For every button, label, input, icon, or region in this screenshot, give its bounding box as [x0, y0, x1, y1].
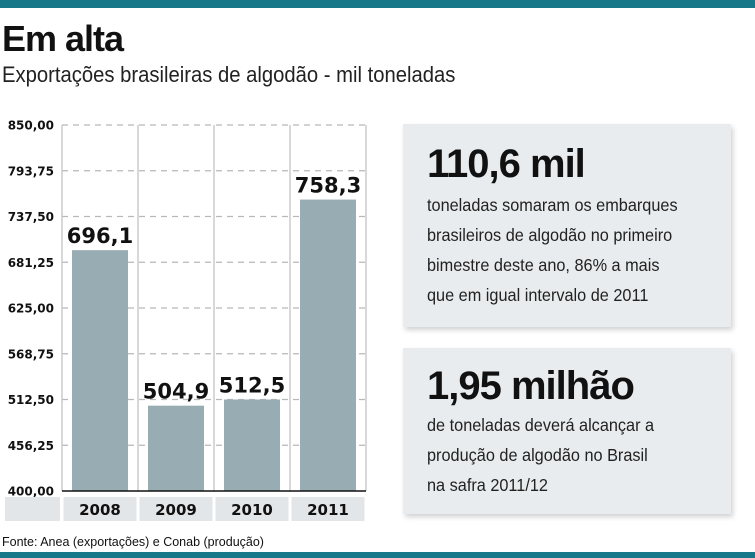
- stat-description: toneladas somaram os embarques brasileir…: [427, 195, 678, 305]
- x-tick-label: 2011: [307, 501, 349, 519]
- y-tick-label: 737,50: [8, 210, 54, 224]
- x-label-band: [139, 497, 213, 521]
- data-label: 696,1: [67, 224, 133, 248]
- data-label: 512,5: [219, 374, 285, 398]
- x-tick-label: 2009: [155, 501, 197, 519]
- stat-value: 1,95 milhão: [427, 364, 635, 408]
- bar-2011: [300, 199, 356, 491]
- stat-card-production: 1,95 milhão de toneladas deverá alcançar…: [403, 348, 731, 514]
- top-accent-bar: [0, 0, 755, 8]
- x-label-band: [63, 497, 137, 521]
- y-tick-label: 400,00: [8, 485, 54, 499]
- x-label-band: [215, 497, 289, 521]
- y-tick-label: 625,00: [8, 302, 54, 316]
- data-label: 504,9: [143, 380, 209, 404]
- chart-subtitle: Exportações brasileiras de algodão - mil…: [2, 62, 456, 87]
- x-label-band: [5, 497, 60, 521]
- y-tick-label: 568,75: [8, 347, 54, 361]
- data-label: 758,3: [295, 174, 361, 198]
- bottom-accent-bar: [0, 552, 755, 558]
- bar-2009: [148, 405, 204, 491]
- source-note: Fonte: Anea (exportações) e Conab (produ…: [2, 535, 264, 549]
- x-tick-label: 2010: [231, 501, 273, 519]
- x-label-band: [291, 497, 365, 521]
- stat-card-exports: 110,6 mil toneladas somaram os embarques…: [403, 124, 731, 327]
- bar-2008: [72, 250, 128, 491]
- y-tick-label: 793,75: [8, 164, 54, 178]
- y-tick-label: 456,25: [8, 439, 54, 453]
- bar-2010: [224, 399, 280, 491]
- x-tick-label: 2008: [79, 501, 121, 519]
- chart-title: Em alta: [2, 18, 124, 59]
- y-tick-label: 850,00: [8, 119, 54, 133]
- y-tick-label: 681,25: [8, 256, 54, 270]
- stat-description: de toneladas deverá alcançar a produção …: [427, 415, 655, 495]
- y-tick-label: 512,50: [8, 393, 54, 407]
- stat-value: 110,6 mil: [427, 142, 586, 186]
- bar-chart: 400,00 456,25 512,50 568,75 625,00 681,25 737,…: [5, 119, 367, 521]
